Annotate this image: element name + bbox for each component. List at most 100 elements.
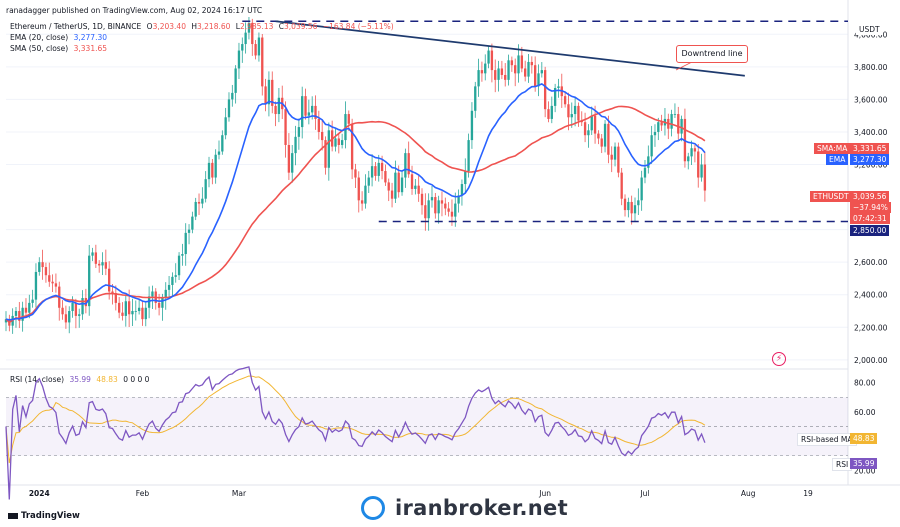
price-tick-label: 3,800.00 (854, 63, 888, 72)
time-tick-label: 2024 (29, 489, 50, 498)
candle-body (304, 96, 307, 116)
candle-body (241, 44, 244, 51)
rsi-band (6, 396, 848, 457)
open-value: 3,203.40 (152, 22, 186, 31)
rsi-legend-label: RSI (14, close) (10, 375, 65, 384)
low-value: 2,985.13 (239, 22, 274, 31)
close-value: 3,039.56 (284, 22, 318, 31)
candle-body (24, 307, 28, 313)
price-tick-label: 2,000.00 (854, 356, 888, 365)
candle-body (617, 146, 620, 173)
rsi-line (5, 366, 706, 500)
candle-body (81, 298, 84, 315)
tradingview-logo[interactable]: TradingView (8, 511, 80, 521)
rsi-ma-line (5, 375, 706, 464)
candle-body (251, 22, 254, 45)
candle-body (31, 299, 34, 303)
candle-body (414, 185, 417, 189)
candle-body (48, 275, 51, 282)
candle-body (547, 109, 550, 119)
candle-body (444, 203, 447, 209)
rsi-tick-label: 20.00 (854, 466, 876, 475)
candle-body (204, 179, 207, 199)
candle-body (114, 293, 117, 303)
candle-body (121, 312, 124, 316)
time-axis[interactable]: 2024 Feb Mar Jun Jul Aug 19 (29, 489, 813, 498)
candle-body (337, 138, 340, 145)
candle-body (520, 55, 524, 69)
ema-legend[interactable]: EMA (20, close) 3,277.30 (10, 32, 107, 43)
candle-body (390, 190, 394, 199)
candle-body (207, 162, 211, 180)
last-price-symbol: ETHUSDT (810, 191, 852, 202)
candle-body (693, 148, 697, 152)
rsi-legend[interactable]: RSI (14, close) 35.99 48.83 0 0 0 0 (10, 374, 149, 385)
candle-body (324, 140, 327, 168)
candle-body (350, 123, 354, 170)
candle-body (307, 112, 311, 116)
candle-body (660, 122, 663, 126)
candle-body (314, 105, 317, 119)
candle-body (297, 127, 301, 137)
downtrend-annotation[interactable]: Downtrend line (676, 45, 748, 63)
lightning-icon[interactable]: ⚡ (772, 352, 786, 366)
candle-body (657, 122, 660, 132)
candle-body (457, 195, 460, 204)
symbol-legend: Ethereum / TetherUS, 1D, BINANCE O3,203.… (10, 21, 394, 32)
grid-lines (0, 0, 900, 486)
rsi-tag-value: 35.99 (850, 458, 878, 469)
time-tick-label: Jul (639, 489, 649, 498)
candle-body (347, 114, 350, 124)
iranbroker-logo-icon (361, 496, 385, 520)
candle-body (357, 177, 360, 201)
candle-body (454, 203, 457, 217)
candle-body (111, 291, 114, 294)
price-tick-label: 3,600.00 (854, 95, 888, 104)
candle-body (317, 118, 321, 132)
downtrend-line (275, 20, 745, 77)
candle-body (613, 146, 617, 160)
candle-body (28, 302, 31, 313)
candle-body (287, 144, 291, 173)
candle-body (543, 70, 547, 110)
candle-body (470, 110, 474, 141)
candle-body (14, 311, 18, 316)
candle-body (151, 291, 154, 297)
candle-body (18, 311, 21, 321)
candle-body (137, 307, 141, 312)
candle-body (490, 50, 494, 71)
candle-body (427, 200, 430, 219)
candle-body (540, 70, 543, 74)
candle-body (321, 131, 324, 141)
candle-body (640, 177, 643, 201)
candle-body (637, 200, 640, 206)
candle-body (424, 205, 427, 219)
candle-body (78, 314, 81, 316)
candle-body (134, 311, 137, 312)
time-tick-label: 19 (803, 489, 813, 498)
candle-body (221, 135, 224, 152)
candle-body (553, 88, 557, 106)
candle-body (54, 283, 58, 287)
candle-body (117, 302, 121, 313)
candle-body (690, 148, 693, 157)
candle-body (430, 197, 434, 201)
candle-body (400, 177, 404, 193)
ema-legend-label: EMA (20, close) (10, 33, 69, 42)
candle-body (533, 65, 537, 87)
price-axis[interactable]: 4,000.003,800.003,600.003,400.003,200.00… (854, 30, 888, 475)
candle-body (64, 314, 68, 323)
candle-body (630, 201, 633, 214)
candle-body (354, 169, 357, 178)
axis-unit: USDT (856, 24, 883, 35)
sma-legend[interactable]: SMA (50, close) 3,331.65 (10, 43, 107, 54)
candle-body (450, 211, 454, 217)
candle-body (464, 171, 467, 185)
tradingview-label: TradingView (21, 511, 80, 521)
sma-legend-value: 3,331.65 (73, 44, 108, 53)
candle-body (593, 115, 597, 134)
candle-body (94, 252, 98, 264)
candle-body (687, 156, 690, 162)
candle-body (497, 68, 500, 80)
